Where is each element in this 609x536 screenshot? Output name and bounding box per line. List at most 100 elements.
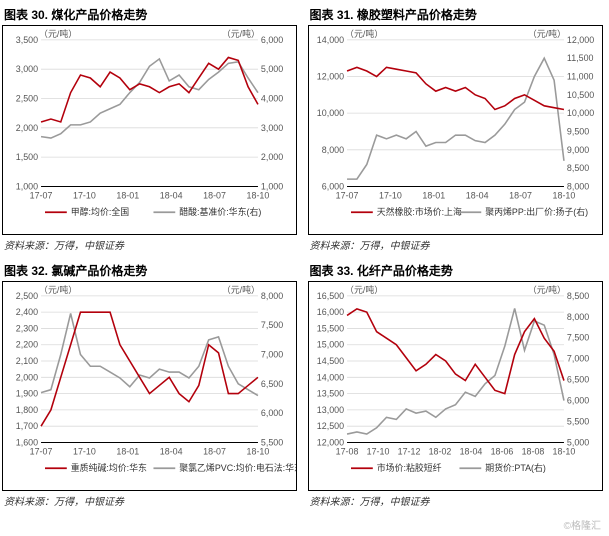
svg-text:6,000: 6,000 xyxy=(261,408,283,418)
chart-source: 资料来源：万得，中银证券 xyxy=(2,235,302,254)
svg-text:18-10: 18-10 xyxy=(247,446,270,456)
chart-source: 资料来源：万得，中银证券 xyxy=(308,235,608,254)
svg-text:18-07: 18-07 xyxy=(203,190,226,200)
svg-text:（元/吨）: （元/吨） xyxy=(222,28,260,39)
svg-text:18-04: 18-04 xyxy=(459,446,482,456)
svg-text:11,000: 11,000 xyxy=(566,71,593,81)
svg-text:2,500: 2,500 xyxy=(16,93,38,103)
svg-text:17-10: 17-10 xyxy=(379,190,402,200)
svg-text:8,500: 8,500 xyxy=(566,291,588,301)
svg-text:3,000: 3,000 xyxy=(16,64,38,74)
svg-text:2,000: 2,000 xyxy=(16,372,38,382)
svg-text:2,000: 2,000 xyxy=(261,152,283,162)
chart-grid: 图表 30. 煤化产品价格走势 1,0001,5002,0002,5003,00… xyxy=(0,0,609,512)
svg-text:12,500: 12,500 xyxy=(316,421,343,431)
svg-text:3,000: 3,000 xyxy=(261,123,283,133)
svg-text:18-01: 18-01 xyxy=(422,190,445,200)
chart-title: 图表 32. 氯碱产品价格走势 xyxy=(2,258,302,281)
svg-text:18-01: 18-01 xyxy=(116,446,139,456)
svg-text:18-10: 18-10 xyxy=(552,190,575,200)
svg-text:4,000: 4,000 xyxy=(261,93,283,103)
svg-text:醋酸:基准价:华东(右): 醋酸:基准价:华东(右) xyxy=(179,206,261,217)
svg-text:17-07: 17-07 xyxy=(30,190,53,200)
svg-text:18-02: 18-02 xyxy=(428,446,451,456)
svg-text:11,500: 11,500 xyxy=(566,53,593,63)
svg-text:聚氯乙烯PVC:均价:电石法:华东(右): 聚氯乙烯PVC:均价:电石法:华东(右) xyxy=(179,462,296,473)
svg-text:12,000: 12,000 xyxy=(316,71,343,81)
svg-text:17-10: 17-10 xyxy=(73,446,96,456)
chart-box: 1,6001,7001,8001,9002,0002,1002,2002,300… xyxy=(2,281,297,491)
svg-text:18-04: 18-04 xyxy=(160,446,183,456)
svg-text:6,500: 6,500 xyxy=(566,375,588,385)
svg-text:（元/吨）: （元/吨） xyxy=(39,284,77,295)
watermark: ©格隆汇 xyxy=(564,517,601,532)
chart-source: 资料来源：万得，中银证券 xyxy=(308,491,608,510)
chart-svg-0: 1,0001,5002,0002,5003,0003,5001,0002,000… xyxy=(3,26,296,234)
svg-text:（元/吨）: （元/吨） xyxy=(345,284,383,295)
svg-text:6,000: 6,000 xyxy=(261,35,283,45)
svg-text:10,000: 10,000 xyxy=(316,108,343,118)
svg-text:甲醇:均价:全国: 甲醇:均价:全国 xyxy=(71,206,129,217)
svg-text:10,000: 10,000 xyxy=(566,108,593,118)
svg-text:（元/吨）: （元/吨） xyxy=(527,284,565,295)
svg-text:1,500: 1,500 xyxy=(16,152,38,162)
svg-text:7,500: 7,500 xyxy=(261,320,283,330)
svg-text:14,000: 14,000 xyxy=(316,372,343,382)
svg-text:17-12: 17-12 xyxy=(397,446,420,456)
svg-text:9,000: 9,000 xyxy=(566,145,588,155)
chart-title: 图表 33. 化纤产品价格走势 xyxy=(308,258,608,281)
svg-text:14,000: 14,000 xyxy=(316,35,343,45)
svg-text:17-10: 17-10 xyxy=(73,190,96,200)
svg-text:2,200: 2,200 xyxy=(16,340,38,350)
svg-text:3,500: 3,500 xyxy=(16,35,38,45)
svg-text:10,500: 10,500 xyxy=(566,90,593,100)
svg-text:（元/吨）: （元/吨） xyxy=(222,284,260,295)
chart-box: 6,0008,00010,00012,00014,0008,0008,5009,… xyxy=(308,25,603,235)
svg-text:2,400: 2,400 xyxy=(16,307,38,317)
svg-text:（元/吨）: （元/吨） xyxy=(527,28,565,39)
chart-box: 12,00012,50013,00013,50014,00014,50015,0… xyxy=(308,281,603,491)
svg-text:12,000: 12,000 xyxy=(566,35,593,45)
svg-text:8,000: 8,000 xyxy=(261,291,283,301)
chart-title: 图表 31. 橡胶塑料产品价格走势 xyxy=(308,2,608,25)
svg-text:18-08: 18-08 xyxy=(521,446,544,456)
svg-text:17-10: 17-10 xyxy=(366,446,389,456)
svg-text:聚丙烯PP:出厂价:扬子(右): 聚丙烯PP:出厂价:扬子(右) xyxy=(485,206,588,217)
chart-svg-1: 6,0008,00010,00012,00014,0008,0008,5009,… xyxy=(309,26,602,234)
chart-source: 资料来源：万得，中银证券 xyxy=(2,491,302,510)
svg-text:17-08: 17-08 xyxy=(335,446,358,456)
svg-text:8,000: 8,000 xyxy=(321,145,343,155)
svg-text:18-07: 18-07 xyxy=(509,190,532,200)
svg-text:14,500: 14,500 xyxy=(316,356,343,366)
svg-text:18-06: 18-06 xyxy=(490,446,513,456)
svg-text:（元/吨）: （元/吨） xyxy=(345,28,383,39)
panel-30: 图表 30. 煤化产品价格走势 1,0001,5002,0002,5003,00… xyxy=(2,2,302,254)
svg-text:1,900: 1,900 xyxy=(16,389,38,399)
svg-text:18-10: 18-10 xyxy=(247,190,270,200)
svg-text:18-04: 18-04 xyxy=(160,190,183,200)
chart-svg-3: 12,00012,50013,00013,50014,00014,50015,0… xyxy=(309,282,602,490)
svg-text:6,500: 6,500 xyxy=(261,379,283,389)
svg-text:5,000: 5,000 xyxy=(261,64,283,74)
svg-text:1,800: 1,800 xyxy=(16,405,38,415)
svg-text:18-04: 18-04 xyxy=(465,190,488,200)
svg-text:天然橡胶:市场价:上海: 天然橡胶:市场价:上海 xyxy=(376,206,461,217)
svg-text:18-07: 18-07 xyxy=(203,446,226,456)
panel-33: 图表 33. 化纤产品价格走势 12,00012,50013,00013,500… xyxy=(308,258,608,510)
svg-text:2,100: 2,100 xyxy=(16,356,38,366)
svg-text:16,500: 16,500 xyxy=(316,291,343,301)
svg-text:16,000: 16,000 xyxy=(316,307,343,317)
svg-text:15,500: 15,500 xyxy=(316,323,343,333)
svg-text:6,000: 6,000 xyxy=(566,396,588,406)
svg-text:15,000: 15,000 xyxy=(316,340,343,350)
svg-text:17-07: 17-07 xyxy=(335,190,358,200)
svg-text:18-01: 18-01 xyxy=(116,190,139,200)
svg-text:17-07: 17-07 xyxy=(30,446,53,456)
svg-text:1,700: 1,700 xyxy=(16,421,38,431)
svg-text:7,000: 7,000 xyxy=(566,354,588,364)
svg-text:7,000: 7,000 xyxy=(261,349,283,359)
panel-32: 图表 32. 氯碱产品价格走势 1,6001,7001,8001,9002,00… xyxy=(2,258,302,510)
chart-box: 1,0001,5002,0002,5003,0003,5001,0002,000… xyxy=(2,25,297,235)
svg-text:8,000: 8,000 xyxy=(566,312,588,322)
svg-text:8,500: 8,500 xyxy=(566,163,588,173)
